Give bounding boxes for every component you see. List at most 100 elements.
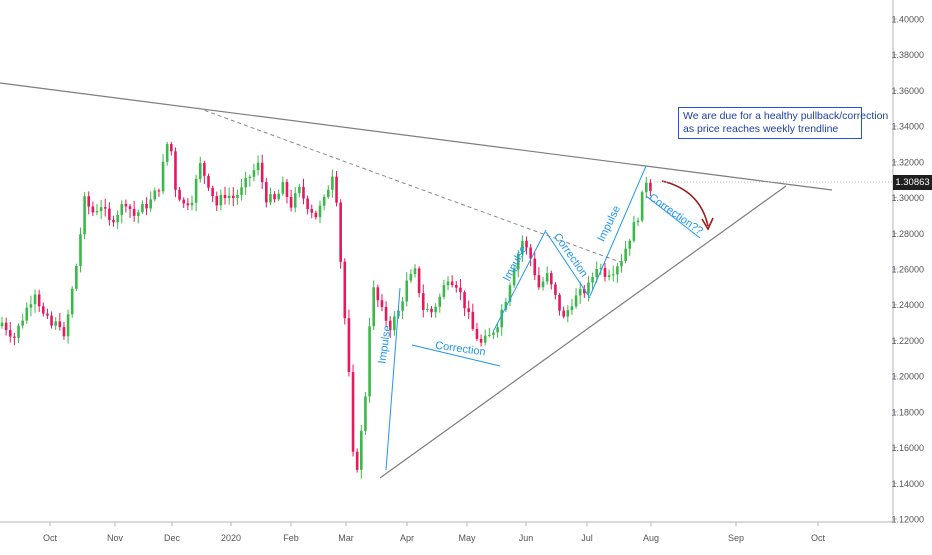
candle-body: [537, 275, 541, 288]
wave-label: Correction: [551, 231, 590, 279]
candle-body: [583, 289, 586, 294]
candle-body: [149, 199, 152, 209]
candle-body: [108, 208, 111, 220]
candle-body: [174, 151, 177, 190]
candle-body: [372, 287, 375, 327]
y-tick-label: 1.18000: [891, 407, 924, 417]
candle-body: [599, 268, 603, 270]
candle-body: [165, 144, 169, 162]
candle-body: [215, 196, 219, 206]
candle-body: [549, 273, 553, 285]
x-tick-label: Apr: [400, 533, 414, 543]
candle-body: [488, 334, 491, 336]
candle-body: [231, 195, 235, 199]
candle-body: [393, 316, 396, 331]
candle-body: [566, 310, 570, 317]
weekly-trendline: [0, 82, 833, 191]
candle-body: [211, 187, 214, 197]
candle-body: [66, 314, 70, 337]
y-tick-label: 1.14000: [891, 479, 924, 489]
candle-body: [624, 248, 627, 262]
candle-body: [533, 258, 537, 276]
y-tick-label: 1.36000: [891, 86, 924, 96]
candle-body: [521, 240, 524, 254]
candle-body: [240, 187, 243, 195]
candle-body: [632, 222, 636, 241]
candle-body: [479, 338, 483, 343]
candle-body: [46, 313, 49, 316]
candle-body: [512, 269, 516, 286]
y-tick-label: 1.22000: [891, 336, 924, 346]
wave-line-3: [493, 229, 547, 331]
y-tick-label: 1.32000: [891, 157, 924, 167]
y-tick-label: 1.20000: [891, 372, 924, 382]
candle-body: [620, 261, 623, 267]
x-tick-label: Feb: [283, 533, 299, 543]
candle-body: [607, 275, 611, 277]
candle-body: [116, 214, 119, 223]
candle-body: [355, 451, 359, 470]
candle-body: [198, 163, 202, 179]
candle-body: [644, 182, 648, 193]
candle-body: [525, 240, 528, 248]
candle-body: [54, 321, 57, 326]
candle-body: [236, 194, 239, 199]
candle-body: [368, 326, 371, 397]
candle-body: [450, 281, 454, 286]
y-tick-label: 1.24000: [891, 300, 924, 310]
candle-body: [87, 196, 91, 207]
y-tick-label: 1.26000: [891, 265, 924, 275]
wave-line-1: [385, 287, 401, 471]
candle-body: [161, 161, 165, 192]
candle-body: [611, 274, 615, 276]
candle-body: [335, 176, 338, 203]
candle-body: [376, 287, 380, 301]
y-tick-label: 1.30000: [891, 193, 924, 203]
candle-body: [207, 175, 210, 188]
candle-body: [120, 203, 124, 215]
candle-body: [409, 274, 413, 281]
candle-body: [75, 265, 78, 289]
candle-body: [384, 306, 388, 321]
candle-body: [153, 190, 157, 200]
candle-body: [459, 287, 462, 293]
candle-body: [554, 284, 557, 295]
candle-body: [541, 281, 545, 288]
candle-body: [562, 310, 565, 317]
wave-line-2: [411, 344, 501, 367]
candle-body: [13, 336, 16, 338]
wave-line-4: [545, 231, 591, 299]
candle-body: [124, 203, 128, 207]
candle-body: [405, 280, 409, 302]
candle-body: [360, 430, 363, 470]
candle-body: [343, 261, 347, 319]
candle-body: [640, 192, 644, 221]
candle-body: [545, 273, 549, 282]
candle-body: [4, 322, 8, 331]
y-tick-label: 1.34000: [891, 122, 924, 132]
callout-line-2: as price reaches weekly trendline: [683, 123, 839, 135]
candle-body: [467, 308, 470, 312]
candle-body: [219, 195, 223, 206]
candle-body: [42, 306, 45, 314]
candle-body: [103, 207, 107, 209]
candle-body: [446, 281, 450, 286]
candle-body: [492, 332, 495, 335]
candle-body: [170, 144, 173, 152]
candle-body: [455, 285, 458, 288]
candle-body: [364, 396, 367, 431]
candle-body: [475, 328, 479, 339]
candle-body: [496, 327, 499, 333]
candle-body: [636, 220, 640, 223]
x-tick-label: Oct: [811, 533, 826, 543]
candle-body: [17, 325, 20, 338]
candle-body: [227, 195, 231, 199]
candle-body: [70, 288, 74, 315]
candle-body: [50, 315, 53, 326]
candle-body: [426, 308, 429, 310]
x-tick-label: Aug: [643, 533, 659, 543]
candle-body: [401, 301, 404, 311]
candle-body: [421, 293, 425, 310]
pullback-arrow-head: [701, 217, 714, 231]
